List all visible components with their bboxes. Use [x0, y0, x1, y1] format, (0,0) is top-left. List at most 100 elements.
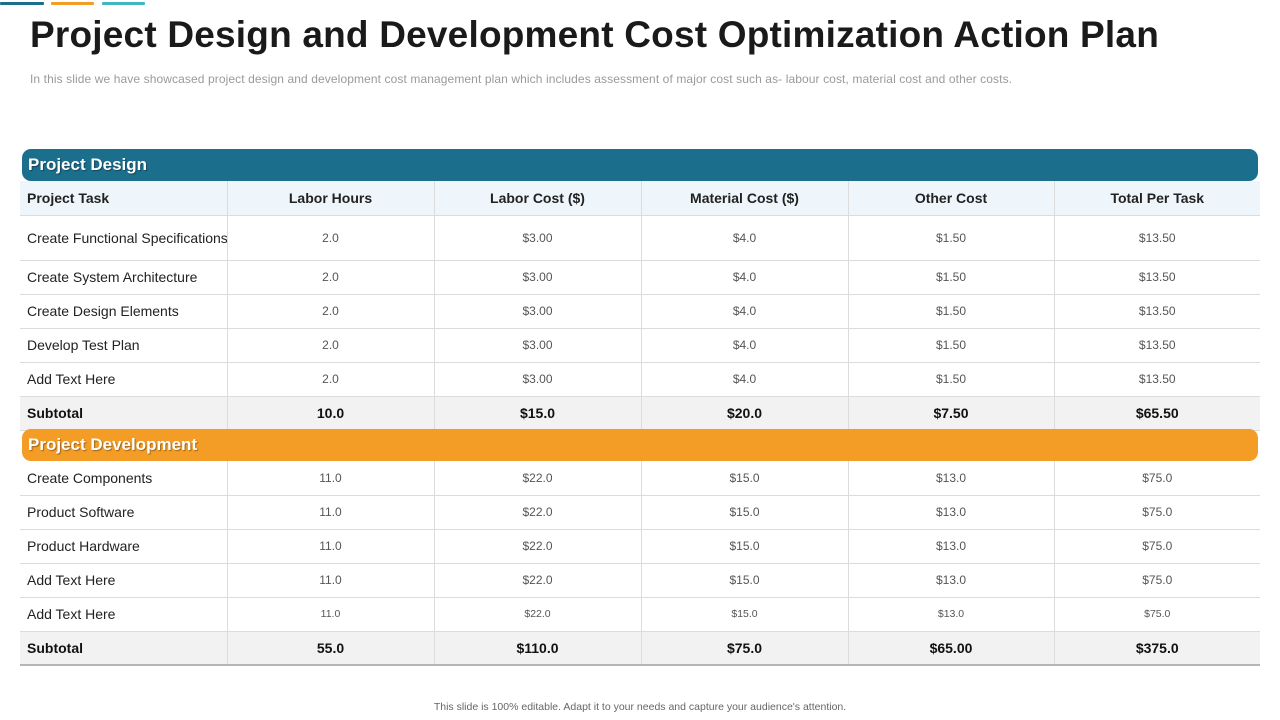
- subtotal-label: Subtotal: [20, 396, 228, 431]
- cell-labor-cost: $22.0: [434, 529, 642, 564]
- accent-bar-teal: [102, 2, 145, 5]
- subtotal-row: Subtotal 55.0 $110.0 $75.0 $65.00 $375.0: [20, 631, 1260, 666]
- cell-total: $13.50: [1054, 215, 1260, 261]
- cell-total: $75.0: [1054, 495, 1260, 530]
- cell-task: Develop Test Plan: [20, 328, 228, 363]
- cell-labor-hours: 2.0: [227, 294, 435, 329]
- section-band-project-development: Project Development: [22, 429, 1258, 461]
- table-header-row: Project Task Labor Hours Labor Cost ($) …: [20, 181, 1260, 216]
- cell-other-cost: $13.0: [848, 461, 1055, 496]
- subtotal-total: $65.50: [1054, 396, 1260, 431]
- cell-total: $13.50: [1054, 328, 1260, 363]
- page-title: Project Design and Development Cost Opti…: [30, 14, 1159, 55]
- accent-bar-blue: [0, 2, 44, 5]
- cell-other-cost: $13.0: [848, 563, 1055, 598]
- cell-labor-hours: 11.0: [227, 529, 435, 564]
- table-row: Create Functional Specifications 2.0 $3.…: [20, 215, 1260, 261]
- cell-task: Add Text Here: [20, 362, 228, 397]
- cell-material-cost: $4.0: [641, 260, 849, 295]
- subtotal-labor-cost: $110.0: [434, 631, 642, 666]
- subtotal-total: $375.0: [1054, 631, 1260, 666]
- cell-labor-hours: 2.0: [227, 362, 435, 397]
- cell-labor-cost: $3.00: [434, 260, 642, 295]
- subtotal-material-cost: $75.0: [641, 631, 849, 666]
- cell-task: Product Software: [20, 495, 228, 530]
- cell-labor-cost: $22.0: [434, 495, 642, 530]
- cell-material-cost: $15.0: [641, 563, 849, 598]
- cell-labor-hours: 11.0: [227, 495, 435, 530]
- cell-labor-cost: $22.0: [434, 563, 642, 598]
- table-row: Create Components 11.0 $22.0 $15.0 $13.0…: [20, 461, 1260, 496]
- subtotal-label: Subtotal: [20, 631, 228, 666]
- cell-other-cost: $1.50: [848, 328, 1055, 363]
- cell-other-cost: $1.50: [848, 362, 1055, 397]
- project-development-table: Create Components 11.0 $22.0 $15.0 $13.0…: [20, 461, 1260, 666]
- table-row: Add Text Here 2.0 $3.00 $4.0 $1.50 $13.5…: [20, 362, 1260, 397]
- cell-task: Add Text Here: [20, 563, 228, 598]
- table-row: Product Hardware 11.0 $22.0 $15.0 $13.0 …: [20, 529, 1260, 564]
- cell-material-cost: $4.0: [641, 215, 849, 261]
- table-row: Add Text Here 11.0 $22.0 $15.0 $13.0 $75…: [20, 597, 1260, 632]
- cell-material-cost: $15.0: [641, 461, 849, 496]
- cell-total: $75.0: [1054, 563, 1260, 598]
- cell-material-cost: $15.0: [641, 529, 849, 564]
- cell-labor-cost: $3.00: [434, 215, 642, 261]
- cell-other-cost: $13.0: [848, 597, 1055, 632]
- header-labor-cost: Labor Cost ($): [434, 181, 642, 216]
- subtotal-row: Subtotal 10.0 $15.0 $20.0 $7.50 $65.50: [20, 396, 1260, 431]
- cell-task: Product Hardware: [20, 529, 228, 564]
- cell-task: Create Design Elements: [20, 294, 228, 329]
- cell-labor-hours: 11.0: [227, 597, 435, 632]
- cell-labor-hours: 2.0: [227, 215, 435, 261]
- cell-material-cost: $15.0: [641, 495, 849, 530]
- cell-material-cost: $4.0: [641, 294, 849, 329]
- cell-task: Create System Architecture: [20, 260, 228, 295]
- page-subtitle: In this slide we have showcased project …: [30, 72, 1013, 86]
- cell-task: Create Components: [20, 461, 228, 496]
- header-labor-hours: Labor Hours: [227, 181, 435, 216]
- cell-total: $75.0: [1054, 597, 1260, 632]
- cell-material-cost: $4.0: [641, 362, 849, 397]
- header-total-per-task: Total Per Task: [1054, 181, 1260, 216]
- table-row: Create System Architecture 2.0 $3.00 $4.…: [20, 260, 1260, 295]
- table-row: Develop Test Plan 2.0 $3.00 $4.0 $1.50 $…: [20, 328, 1260, 363]
- cell-total: $13.50: [1054, 362, 1260, 397]
- cell-labor-cost: $3.00: [434, 362, 642, 397]
- cell-other-cost: $1.50: [848, 215, 1055, 261]
- cell-task: Create Functional Specifications: [20, 215, 228, 261]
- subtotal-labor-hours: 55.0: [227, 631, 435, 666]
- cell-other-cost: $13.0: [848, 495, 1055, 530]
- cell-labor-cost: $22.0: [434, 461, 642, 496]
- header-material-cost: Material Cost ($): [641, 181, 849, 216]
- cell-total: $13.50: [1054, 294, 1260, 329]
- cell-material-cost: $4.0: [641, 328, 849, 363]
- cell-other-cost: $1.50: [848, 294, 1055, 329]
- cell-labor-cost: $3.00: [434, 328, 642, 363]
- table-row: Create Design Elements 2.0 $3.00 $4.0 $1…: [20, 294, 1260, 329]
- cell-labor-hours: 2.0: [227, 260, 435, 295]
- cell-total: $75.0: [1054, 461, 1260, 496]
- section-band-project-design: Project Design: [22, 149, 1258, 181]
- cell-labor-cost: $3.00: [434, 294, 642, 329]
- cell-labor-cost: $22.0: [434, 597, 642, 632]
- cell-material-cost: $15.0: [641, 597, 849, 632]
- cell-task: Add Text Here: [20, 597, 228, 632]
- subtotal-other-cost: $65.00: [848, 631, 1055, 666]
- cell-other-cost: $13.0: [848, 529, 1055, 564]
- cell-labor-hours: 11.0: [227, 461, 435, 496]
- subtotal-labor-hours: 10.0: [227, 396, 435, 431]
- subtotal-material-cost: $20.0: [641, 396, 849, 431]
- table-row: Add Text Here 11.0 $22.0 $15.0 $13.0 $75…: [20, 563, 1260, 598]
- table-row: Product Software 11.0 $22.0 $15.0 $13.0 …: [20, 495, 1260, 530]
- header-project-task: Project Task: [20, 181, 228, 216]
- footer-note: This slide is 100% editable. Adapt it to…: [433, 701, 847, 713]
- project-design-table: Project Task Labor Hours Labor Cost ($) …: [20, 181, 1260, 431]
- cell-total: $13.50: [1054, 260, 1260, 295]
- accent-bar-orange: [51, 2, 94, 5]
- cell-total: $75.0: [1054, 529, 1260, 564]
- subtotal-labor-cost: $15.0: [434, 396, 642, 431]
- cell-labor-hours: 2.0: [227, 328, 435, 363]
- header-other-cost: Other Cost: [848, 181, 1055, 216]
- subtotal-other-cost: $7.50: [848, 396, 1055, 431]
- cell-other-cost: $1.50: [848, 260, 1055, 295]
